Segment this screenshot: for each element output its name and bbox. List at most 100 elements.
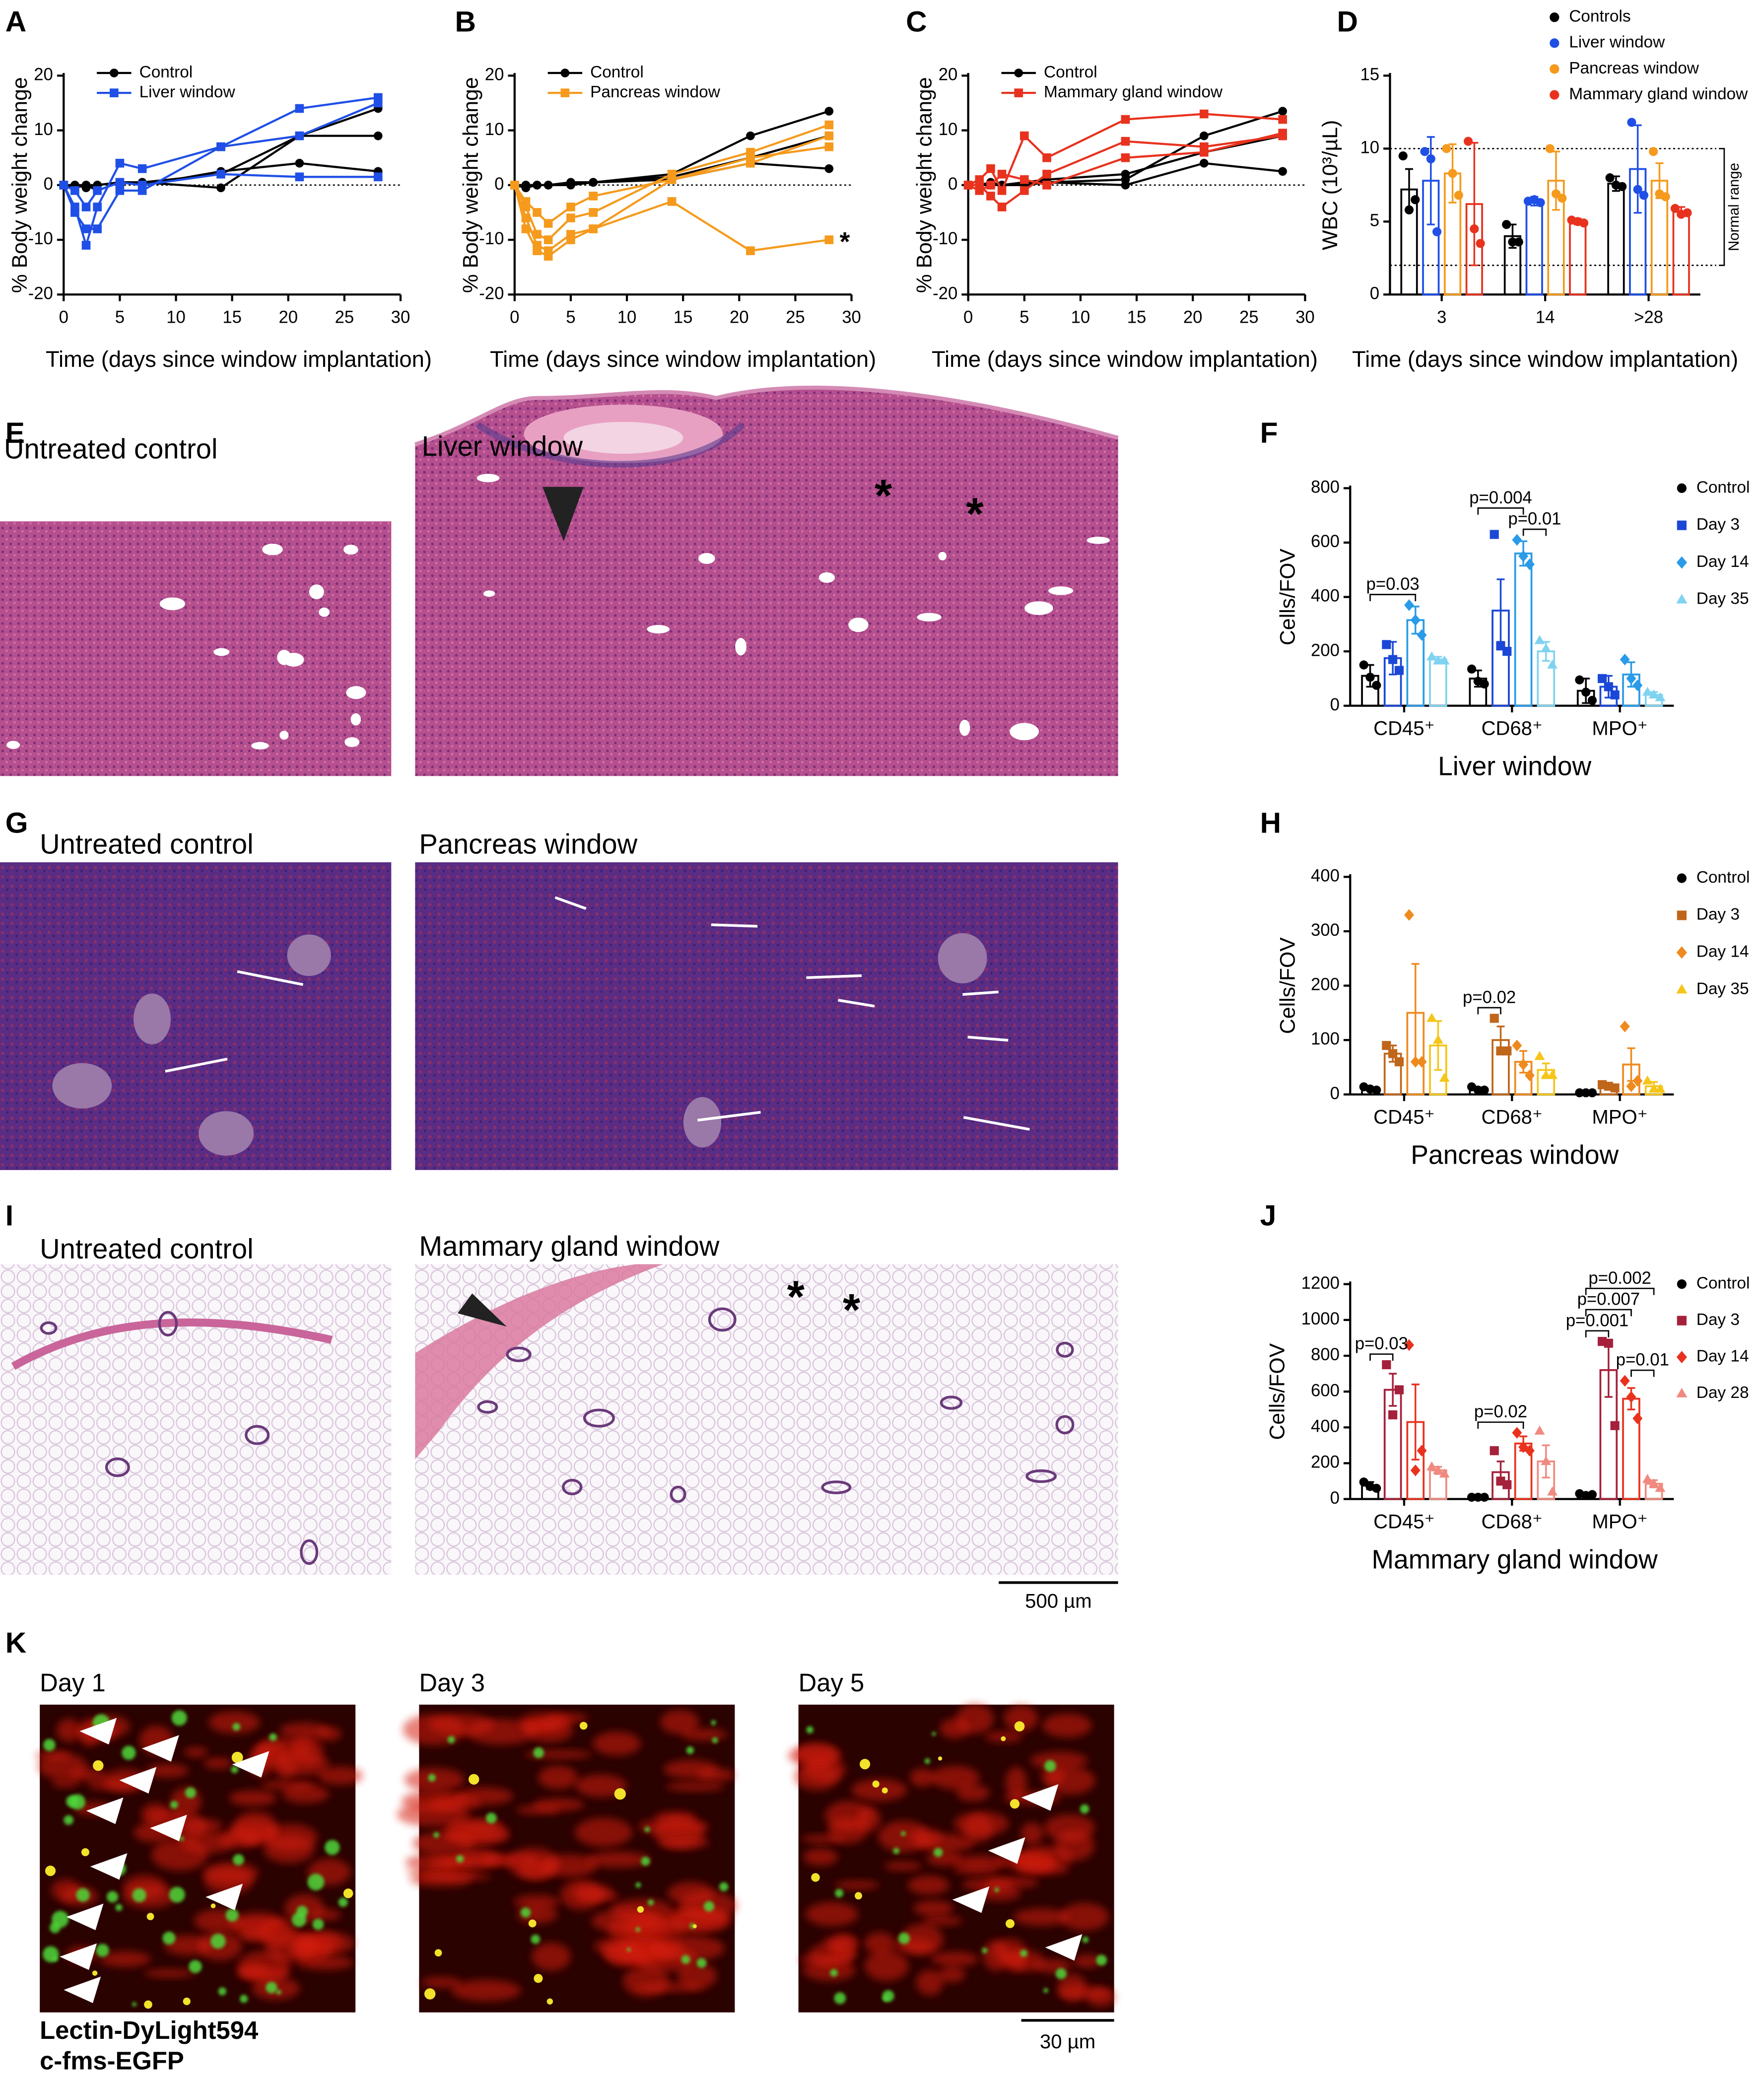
data-point: [1518, 1441, 1529, 1453]
data-point: [1420, 147, 1429, 156]
vessel-signal: [803, 1848, 838, 1866]
panel-letter: I: [5, 1200, 13, 1232]
cell-signal: [830, 1969, 838, 1977]
data-point: [1547, 1486, 1558, 1496]
bar: [1672, 210, 1690, 296]
arrowhead: [232, 1751, 270, 1778]
data-point: [824, 131, 834, 140]
asterisk: *: [966, 489, 984, 539]
data-point: [1426, 651, 1437, 661]
data-point: [1019, 175, 1029, 184]
cell-signal: [210, 1934, 226, 1949]
cell-signal: [1043, 1988, 1048, 1993]
data-point: [1394, 1385, 1404, 1394]
cell-signal: [528, 1919, 537, 1928]
comparison-bracket: [1369, 594, 1417, 601]
data-point: [1512, 1040, 1522, 1051]
cell-signal: [994, 1887, 999, 1892]
legend-label: Mammary gland window: [1044, 83, 1223, 101]
image-title: Untreated control: [40, 1233, 253, 1264]
arrowhead: [141, 1735, 179, 1762]
data-point: [1382, 1041, 1391, 1050]
data-point: [1545, 144, 1555, 153]
x-tick-label: 25: [335, 308, 354, 327]
vessel-signal: [857, 1806, 881, 1832]
data-point: [824, 120, 834, 130]
data-point: [81, 241, 91, 250]
data-point: [1411, 195, 1420, 205]
data-point: [115, 178, 125, 187]
vessel-signal: [851, 1779, 907, 1801]
data-point: [1388, 655, 1398, 664]
data-point: [1642, 687, 1653, 696]
vessel-signal: [1046, 1767, 1095, 1795]
data-point: [1448, 169, 1457, 178]
duct: [245, 1425, 270, 1445]
data-point: [1404, 909, 1414, 921]
data-point: [543, 252, 553, 261]
data-point: [1573, 217, 1582, 226]
duct: [583, 1408, 615, 1428]
cell-signal: [170, 1801, 178, 1809]
x-tick-label: 15: [222, 308, 242, 327]
data-point: [70, 208, 79, 217]
islet: [683, 1097, 722, 1148]
data-point: [1677, 209, 1686, 219]
y-axis-title: % Body weight change: [912, 77, 936, 293]
data-point: [533, 208, 542, 217]
data-point: [1534, 1051, 1545, 1060]
data-point: [1473, 1492, 1483, 1502]
legend-marker: [1677, 910, 1687, 920]
legend-marker: [560, 69, 570, 77]
vessel-signal: [652, 1935, 725, 1961]
duct: [708, 1307, 737, 1332]
x-tick-label: 10: [166, 308, 186, 327]
x-tick-label: >28: [1634, 308, 1663, 327]
vessel-signal: [420, 1872, 492, 1881]
panel-letter: C: [906, 6, 927, 38]
crack: [967, 1036, 1009, 1042]
legend-marker: [1550, 12, 1560, 22]
cell-signal: [531, 1935, 541, 1944]
vessel-signal: [145, 1764, 189, 1778]
vessel-signal: [794, 1762, 839, 1791]
data-point: [59, 181, 68, 190]
vessel: [251, 742, 269, 750]
cell-signal: [635, 1882, 641, 1888]
data-point: [1404, 205, 1414, 214]
data-point: [1417, 1445, 1427, 1457]
data-point: [997, 203, 1007, 211]
legend-marker: [1014, 88, 1023, 97]
data-point: [1611, 180, 1621, 190]
x-axis-title: Mammary gland window: [1372, 1545, 1658, 1574]
islet: [133, 993, 171, 1044]
crack: [165, 1057, 228, 1073]
legend-marker: [1550, 38, 1560, 48]
cell-signal: [179, 1836, 184, 1841]
data-point: [81, 203, 91, 211]
vessel: [1048, 586, 1074, 595]
image-layer: [0, 385, 1119, 2022]
data-point: [81, 181, 91, 190]
legend-marker: [1676, 1388, 1688, 1397]
vessel-signal: [913, 1900, 954, 1916]
x-axis-title: Pancreas window: [1411, 1140, 1619, 1170]
data-point: [1404, 1339, 1414, 1351]
data-point: [589, 178, 598, 187]
data-point: [1490, 1014, 1499, 1023]
legend-label: Day 14: [1696, 1347, 1749, 1366]
panel-letter: E: [5, 417, 25, 449]
vessel-signal: [219, 1830, 261, 1848]
data-point: [216, 142, 225, 151]
cell-signal: [712, 1737, 718, 1743]
cell-signal: [938, 1756, 943, 1761]
vessel-signal: [952, 1855, 1005, 1868]
legend-label: Controls: [1569, 7, 1630, 26]
cell-signal: [644, 1826, 650, 1832]
data-point: [1518, 1058, 1529, 1071]
vessel-signal: [574, 1817, 633, 1847]
vessel: [917, 613, 942, 622]
data-point: [1627, 118, 1636, 127]
data-point: [1620, 653, 1630, 666]
duct: [940, 1395, 963, 1410]
